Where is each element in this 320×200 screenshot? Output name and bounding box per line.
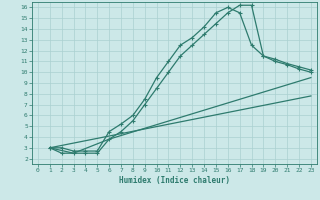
X-axis label: Humidex (Indice chaleur): Humidex (Indice chaleur) xyxy=(119,176,230,185)
